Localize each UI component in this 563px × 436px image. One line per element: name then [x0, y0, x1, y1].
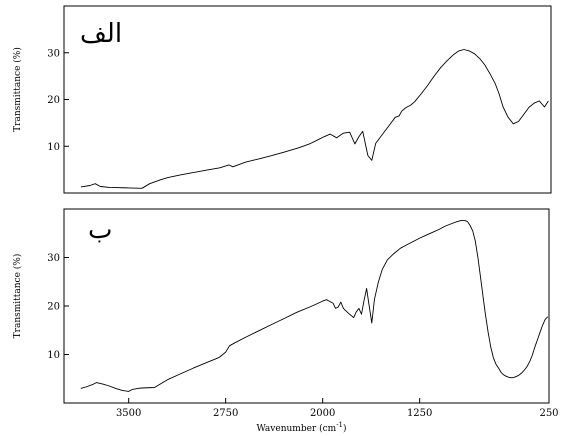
y-tick-label: 30 — [47, 48, 60, 59]
chart-panel-2: 10 20 30 3500 2750 2000 1250 250 Transmittance (… — [12, 208, 559, 434]
x-tick-label: 1250 — [407, 408, 432, 419]
y-tick-label: 20 — [47, 302, 60, 313]
y-tick-label: 10 — [47, 142, 60, 153]
y-tick-label: 10 — [47, 350, 60, 361]
panel-label: ب — [88, 215, 112, 245]
panel-label: الف — [80, 19, 122, 49]
spectrum-line — [80, 220, 549, 392]
y-axis-title: Transmittance (%) — [12, 254, 23, 339]
x-tick-label: 2000 — [310, 408, 335, 419]
plot-frame — [63, 5, 552, 194]
y-axis-title: Transmittance (%) — [12, 47, 23, 132]
x-axis-title: Wavenumber (cm-1) — [256, 421, 346, 434]
spectrum-line — [80, 49, 549, 189]
y-tick-label: 20 — [47, 95, 60, 106]
x-tick-label: 3500 — [116, 408, 141, 419]
y-tick-label: 30 — [47, 253, 60, 264]
x-tick-label: 2750 — [213, 408, 238, 419]
x-tick-label: 250 — [539, 408, 558, 419]
plot-frame — [63, 208, 550, 404]
chart-panel-1: 10 20 30 Transmittance (%) الف — [12, 5, 552, 194]
